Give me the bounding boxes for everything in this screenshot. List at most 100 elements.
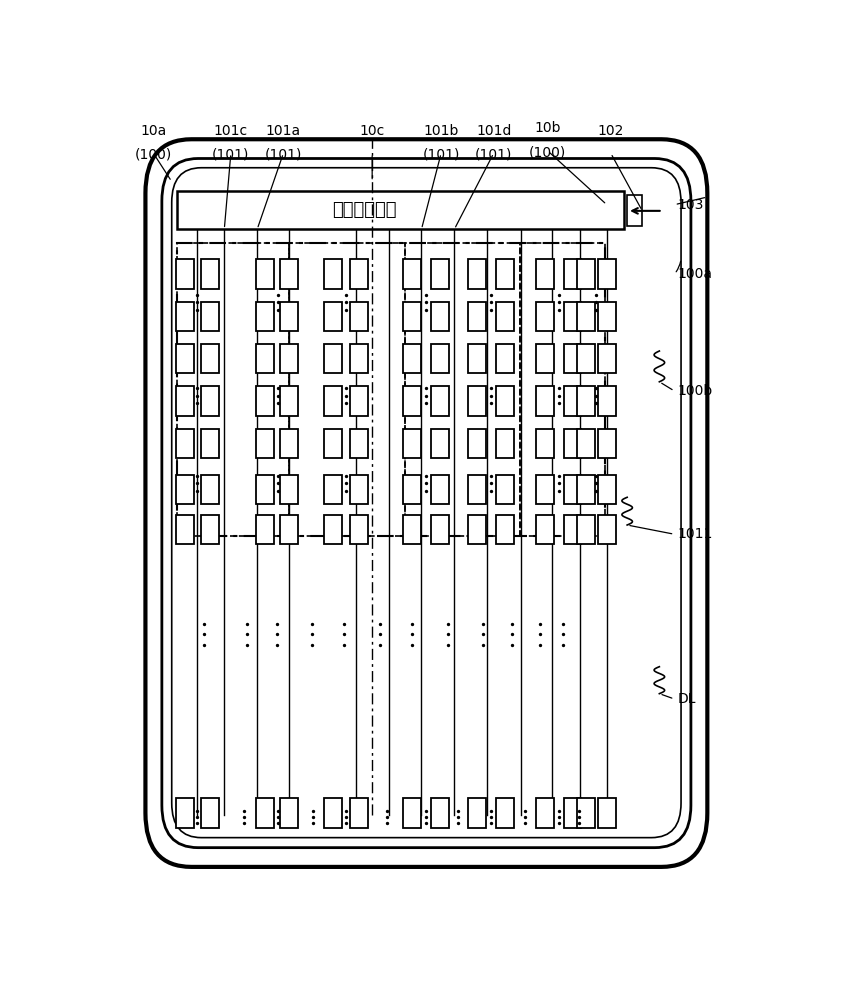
- Text: 10a: 10a: [140, 124, 166, 138]
- Bar: [324, 302, 342, 331]
- Text: 103: 103: [678, 198, 704, 212]
- Bar: [468, 798, 486, 828]
- Text: 101c: 101c: [214, 124, 248, 138]
- Bar: [431, 344, 449, 373]
- Bar: [280, 302, 298, 331]
- Text: 102: 102: [598, 124, 624, 138]
- Bar: [577, 302, 594, 331]
- FancyBboxPatch shape: [146, 139, 707, 867]
- Bar: [598, 302, 616, 331]
- Bar: [201, 386, 219, 416]
- Bar: [324, 429, 342, 458]
- Bar: [405, 243, 520, 536]
- Bar: [577, 515, 594, 544]
- Bar: [564, 429, 582, 458]
- Text: (101): (101): [422, 148, 460, 162]
- Bar: [350, 344, 368, 373]
- Bar: [468, 515, 486, 544]
- Bar: [520, 243, 605, 536]
- Text: 数据驱动芯片: 数据驱动芯片: [332, 201, 397, 219]
- Text: 101b: 101b: [423, 124, 459, 138]
- Bar: [536, 798, 554, 828]
- Bar: [404, 259, 421, 289]
- Bar: [577, 475, 594, 504]
- Bar: [256, 259, 274, 289]
- Bar: [350, 515, 368, 544]
- Bar: [564, 515, 582, 544]
- Bar: [177, 191, 624, 229]
- Bar: [176, 515, 193, 544]
- Bar: [564, 386, 582, 416]
- Bar: [468, 344, 486, 373]
- Bar: [256, 429, 274, 458]
- Bar: [431, 386, 449, 416]
- Bar: [536, 259, 554, 289]
- Bar: [256, 798, 274, 828]
- Text: 101a: 101a: [266, 124, 301, 138]
- Bar: [431, 259, 449, 289]
- Text: 100b: 100b: [678, 384, 713, 398]
- Bar: [598, 798, 616, 828]
- Bar: [496, 429, 514, 458]
- Bar: [280, 515, 298, 544]
- Bar: [350, 259, 368, 289]
- Bar: [404, 344, 421, 373]
- Bar: [577, 259, 594, 289]
- Bar: [350, 429, 368, 458]
- Bar: [404, 386, 421, 416]
- Bar: [577, 344, 594, 373]
- Bar: [280, 344, 298, 373]
- Bar: [280, 386, 298, 416]
- Bar: [496, 798, 514, 828]
- Bar: [598, 475, 616, 504]
- Bar: [404, 798, 421, 828]
- Bar: [564, 344, 582, 373]
- Bar: [201, 515, 219, 544]
- Bar: [201, 798, 219, 828]
- Text: (101): (101): [475, 148, 512, 162]
- Bar: [598, 344, 616, 373]
- Bar: [280, 475, 298, 504]
- Bar: [468, 259, 486, 289]
- Bar: [496, 302, 514, 331]
- Bar: [496, 386, 514, 416]
- Text: (100): (100): [529, 145, 566, 159]
- Bar: [201, 475, 219, 504]
- Bar: [468, 386, 486, 416]
- Text: (100): (100): [135, 148, 172, 162]
- Bar: [350, 302, 368, 331]
- Bar: [496, 344, 514, 373]
- Bar: [536, 386, 554, 416]
- Bar: [536, 475, 554, 504]
- Bar: [564, 798, 582, 828]
- Bar: [431, 429, 449, 458]
- Bar: [431, 475, 449, 504]
- Bar: [536, 429, 554, 458]
- Bar: [201, 344, 219, 373]
- Bar: [177, 243, 288, 536]
- Bar: [201, 259, 219, 289]
- Bar: [598, 259, 616, 289]
- Bar: [288, 243, 405, 536]
- Bar: [536, 302, 554, 331]
- Bar: [177, 243, 605, 536]
- Text: (101): (101): [212, 148, 249, 162]
- Bar: [324, 515, 342, 544]
- Bar: [598, 429, 616, 458]
- Bar: [431, 302, 449, 331]
- Bar: [350, 475, 368, 504]
- Text: DL: DL: [678, 692, 696, 706]
- Bar: [256, 302, 274, 331]
- Bar: [536, 344, 554, 373]
- Bar: [564, 259, 582, 289]
- Bar: [324, 344, 342, 373]
- Bar: [468, 302, 486, 331]
- Bar: [324, 386, 342, 416]
- Bar: [256, 344, 274, 373]
- Bar: [280, 259, 298, 289]
- Bar: [496, 475, 514, 504]
- Bar: [280, 429, 298, 458]
- Bar: [404, 515, 421, 544]
- Bar: [256, 515, 274, 544]
- Bar: [404, 475, 421, 504]
